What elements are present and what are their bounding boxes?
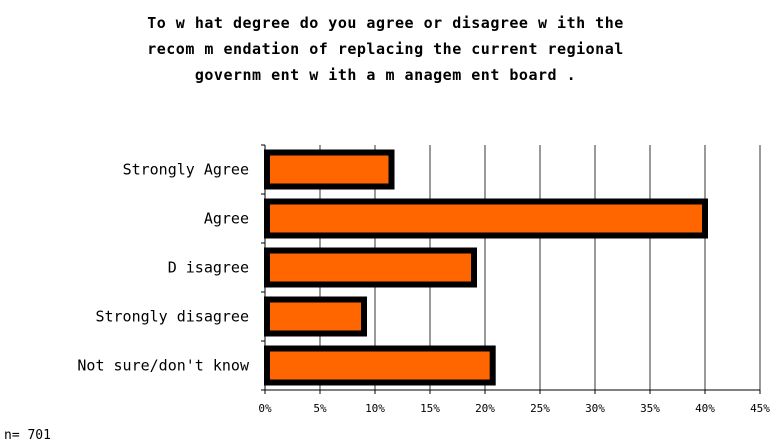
category-label: D isagree bbox=[168, 259, 249, 277]
bars bbox=[264, 149, 708, 386]
bar bbox=[264, 149, 395, 190]
x-tick-label: 45% bbox=[750, 402, 770, 415]
x-tick-label: 15% bbox=[420, 402, 440, 415]
category-label: Agree bbox=[204, 210, 249, 228]
chart-title: To w hat degree do you agree or disagree… bbox=[60, 10, 711, 88]
x-tick-label: 30% bbox=[585, 402, 605, 415]
category-label: Strongly Agree bbox=[123, 161, 249, 179]
chart-title-line: governm ent w ith a m anagem ent board . bbox=[194, 66, 577, 84]
bar bbox=[264, 345, 496, 386]
x-tick-label: 35% bbox=[640, 402, 660, 415]
x-tick-label: 10% bbox=[365, 402, 385, 415]
x-tick-labels: 0% 5% 10% 15% 20% 25% 30% 35% 40% 45% bbox=[258, 402, 770, 415]
bar bbox=[264, 198, 708, 239]
chart-title-line: recom m endation of replacing the curren… bbox=[147, 40, 624, 58]
category-label: Not sure/don't know bbox=[77, 357, 250, 375]
chart-title-line: To w hat degree do you agree or disagree… bbox=[147, 14, 624, 32]
sample-size-note: n= 701 bbox=[4, 428, 51, 443]
bar bbox=[264, 247, 477, 288]
x-tick-label: 25% bbox=[530, 402, 550, 415]
x-tick-label: 5% bbox=[313, 402, 327, 415]
bar bbox=[264, 296, 367, 337]
x-tick-label: 20% bbox=[475, 402, 495, 415]
category-labels: Strongly Agree Agree D isagree Strongly dis… bbox=[77, 161, 250, 375]
x-tick-label: 0% bbox=[258, 402, 272, 415]
x-tick-label: 40% bbox=[695, 402, 715, 415]
category-label: Strongly disagree bbox=[95, 308, 249, 326]
